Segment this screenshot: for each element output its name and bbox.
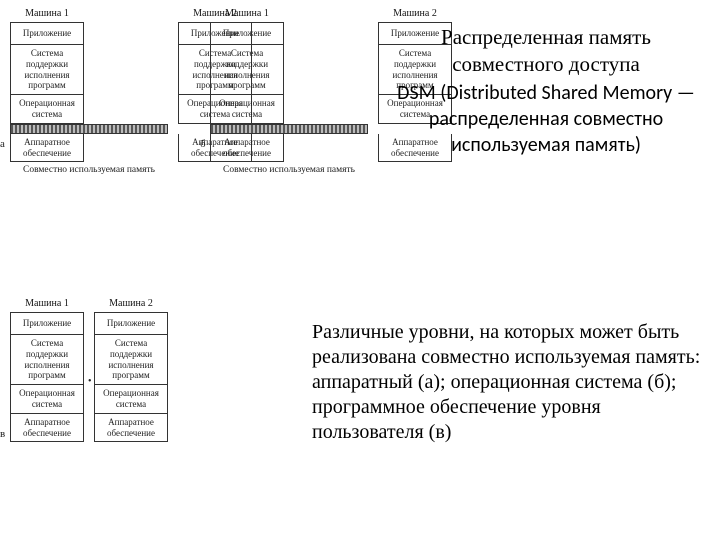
body-text: Различные уровни, на которых может быть … [312, 320, 702, 445]
layer-os: Операционная система [95, 385, 167, 414]
machine-col-v1: Машина 1 Приложение Система поддержки ис… [10, 298, 84, 442]
stack: Приложение Система поддержки исполнения … [210, 22, 284, 124]
layer-runtime: Система поддержки исполнения программ [11, 335, 83, 385]
layer-app: Приложение [11, 23, 83, 45]
diagram-v: в • Машина 1 Приложение Система поддержк… [10, 298, 168, 442]
col-header: Машина 1 [210, 8, 284, 19]
layer-os: Операционная система [11, 95, 83, 123]
page: а Машина 1 Приложение Система поддержки … [0, 0, 720, 540]
col-header: Машина 2 [378, 8, 452, 19]
col-header: Машина 2 [94, 298, 168, 309]
title-line1: Распределенная память совместного доступ… [386, 24, 706, 78]
stack: Приложение Система поддержки исполнения … [94, 312, 168, 442]
layer-os: Операционная система [211, 95, 283, 123]
shared-band [10, 124, 168, 134]
layer-app: Приложение [95, 313, 167, 335]
layer-hw: Аппаратное обеспечение [95, 414, 167, 442]
layer-runtime: Система поддержки исполнения программ [95, 335, 167, 385]
body-block: Различные уровни, на которых может быть … [312, 320, 702, 445]
shared-label: Совместно используемая память [10, 165, 168, 175]
col-header: Машина 1 [10, 298, 84, 309]
layer-runtime: Система поддержки исполнения программ [11, 45, 83, 95]
stack: Приложение Система поддержки исполнения … [10, 312, 84, 442]
layer-hw: Аппаратное обеспечение [11, 134, 83, 162]
shared-band [210, 124, 368, 134]
letter-v: в [0, 428, 5, 440]
layer-runtime: Система поддержки исполнения программ [211, 45, 283, 95]
letter-b: б [200, 138, 206, 150]
layer-hw: Аппаратное обеспечение [211, 134, 283, 162]
stack: Приложение Система поддержки исполнения … [10, 22, 84, 124]
stack-bottom: Аппаратное обеспечение [10, 134, 84, 163]
machine-col-b1: Машина 1 Приложение Система поддержки ис… [210, 8, 368, 162]
machine-col-a1: Машина 1 Приложение Система поддержки ис… [10, 8, 168, 162]
col-header: Машина 1 [10, 8, 84, 19]
letter-a: а [0, 138, 5, 150]
shared-label: Совместно используемая память [210, 165, 368, 175]
layer-app: Приложение [11, 313, 83, 335]
layer-os: Операционная система [11, 385, 83, 414]
stack-bottom: Аппаратное обеспечение [210, 134, 284, 163]
title-line2: DSM (Distributed Shared Memory — распред… [386, 80, 706, 158]
layer-app: Приложение [211, 23, 283, 45]
machines-row-v: Машина 1 Приложение Система поддержки ис… [10, 298, 168, 442]
machine-col-v2: Машина 2 Приложение Система поддержки ис… [94, 298, 168, 442]
layer-hw: Аппаратное обеспечение [11, 414, 83, 442]
title-block: Распределенная память совместного доступ… [386, 24, 706, 158]
